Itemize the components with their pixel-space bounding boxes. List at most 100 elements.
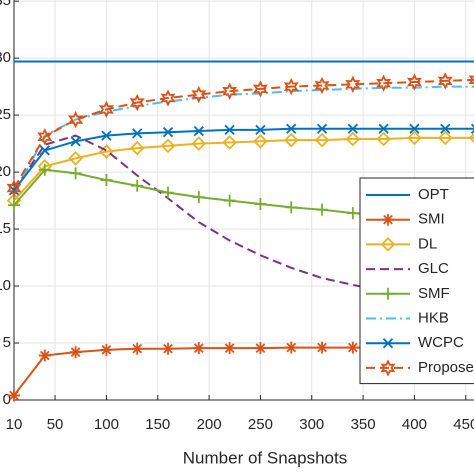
series-line <box>13 127 474 191</box>
legend-label: WCPC <box>418 334 464 351</box>
data-point <box>191 136 207 151</box>
data-point <box>38 163 51 176</box>
data-point <box>98 100 114 119</box>
series-line <box>13 78 474 189</box>
legend-label: GLC <box>418 260 449 277</box>
data-point <box>347 123 358 134</box>
data-point <box>69 346 82 359</box>
x-tick-label: 300 <box>299 416 324 433</box>
legend-marker <box>380 359 396 377</box>
data-point <box>8 199 20 212</box>
data-point <box>8 389 20 402</box>
data-point <box>286 123 297 134</box>
series-line <box>13 136 474 202</box>
data-point <box>468 132 474 144</box>
data-point <box>162 127 174 138</box>
data-point <box>437 72 453 90</box>
data-point <box>223 194 236 207</box>
data-point <box>468 75 474 85</box>
legend-label: Proposed <box>418 359 474 376</box>
data-point <box>283 132 299 148</box>
y-tick-label: 0 <box>3 391 11 408</box>
data-point <box>193 125 204 137</box>
data-point <box>254 197 267 210</box>
data-point <box>378 123 389 134</box>
data-point <box>440 123 451 134</box>
data-point <box>407 130 422 146</box>
data-point <box>255 124 266 136</box>
data-point <box>100 174 113 187</box>
data-point <box>160 138 176 154</box>
x-tick-label: 10 <box>6 416 23 433</box>
data-point <box>70 136 81 147</box>
y-tick-label: 35 <box>0 0 11 9</box>
data-point <box>162 342 175 355</box>
y-tick-label: 20 <box>0 163 11 180</box>
legend-box <box>359 177 474 385</box>
y-tick-label: 30 <box>0 49 11 66</box>
data-point <box>39 145 50 156</box>
data-point <box>253 134 268 149</box>
legend-label: DL <box>418 235 437 252</box>
data-point <box>314 76 330 95</box>
data-point <box>6 179 22 197</box>
data-point <box>437 130 453 146</box>
data-point <box>470 123 474 134</box>
data-point <box>192 191 205 204</box>
data-point <box>129 140 145 156</box>
legend-marker <box>382 287 394 300</box>
data-point <box>285 201 298 214</box>
data-point <box>223 342 236 355</box>
y-tick-label: 5 <box>3 334 11 351</box>
data-point <box>38 349 51 362</box>
data-point <box>37 128 53 146</box>
data-point <box>345 131 361 147</box>
y-tick-label: 15 <box>0 220 11 237</box>
data-point <box>346 341 359 354</box>
data-point <box>131 342 144 355</box>
data-point <box>192 342 205 355</box>
x-tick-label: 400 <box>402 416 427 433</box>
data-point <box>316 203 329 216</box>
data-point <box>132 128 143 139</box>
data-point <box>252 80 268 98</box>
data-point <box>254 342 267 355</box>
data-point <box>69 167 82 180</box>
x-tick-label: 150 <box>145 416 170 433</box>
data-point <box>131 179 144 192</box>
data-point <box>316 123 328 134</box>
data-point <box>409 123 420 134</box>
data-point <box>376 131 391 147</box>
x-tick-label: 50 <box>47 416 64 433</box>
legend-label: OPT <box>418 186 449 203</box>
y-tick-label: 10 <box>0 277 11 294</box>
data-point <box>160 89 176 107</box>
data-point <box>191 85 207 104</box>
x-tick-label: 100 <box>94 416 119 433</box>
data-point <box>346 207 359 220</box>
data-point <box>100 343 113 356</box>
data-point <box>376 74 392 92</box>
legend-label: HKB <box>418 309 449 326</box>
data-point <box>224 124 235 136</box>
y-tick-label: 25 <box>0 106 11 123</box>
x-tick-label: 350 <box>351 416 376 433</box>
x-tick-label: 200 <box>197 416 222 433</box>
data-point <box>222 135 237 150</box>
data-point <box>283 77 299 96</box>
data-point <box>314 132 330 148</box>
x-axis-label: Number of Snapshots <box>183 448 347 467</box>
legend-label: SMI <box>418 211 445 228</box>
series-line <box>13 85 474 196</box>
data-point <box>316 341 329 354</box>
data-point <box>101 130 112 141</box>
data-point <box>406 73 422 91</box>
data-point <box>68 151 83 166</box>
x-tick-label: 250 <box>248 416 273 433</box>
legend-marker <box>382 338 394 349</box>
data-point <box>285 341 298 354</box>
data-point <box>162 186 175 199</box>
data-point <box>68 111 84 129</box>
